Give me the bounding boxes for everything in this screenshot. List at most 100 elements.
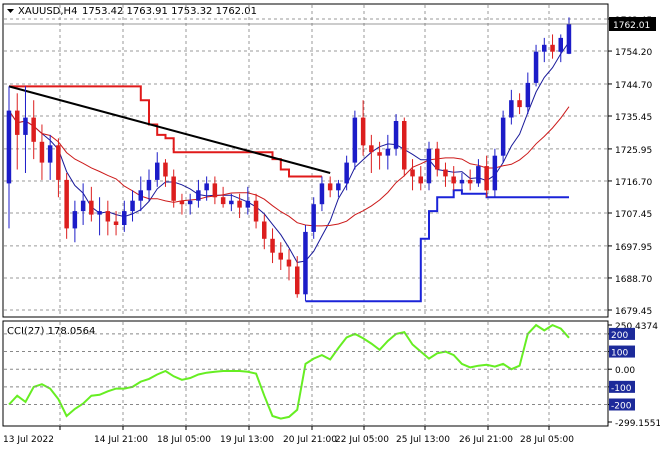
current-price-box xyxy=(609,16,656,31)
candle-body xyxy=(336,183,341,191)
candle-body xyxy=(196,190,201,201)
cci-indicator-label: CCI(27) 178.0564 xyxy=(7,326,95,337)
candle-body xyxy=(80,200,86,212)
candle-body xyxy=(179,200,185,205)
candle xyxy=(303,224,308,302)
candle xyxy=(319,176,325,212)
time-tick-label: 25 Jul 13:00 xyxy=(396,435,450,445)
candle-body xyxy=(187,200,193,205)
candle-body xyxy=(402,121,407,170)
candle-body xyxy=(146,179,152,191)
candle-body xyxy=(23,117,28,135)
candle-body xyxy=(393,121,399,149)
price-tick-label: 1754.20 xyxy=(615,48,652,58)
candle xyxy=(410,159,415,191)
candle xyxy=(89,186,94,222)
candle xyxy=(377,141,382,170)
candle-body xyxy=(476,166,481,184)
candle-body xyxy=(220,197,226,205)
candle xyxy=(492,148,498,198)
collapse-triangle-icon[interactable] xyxy=(7,9,14,13)
candle-body xyxy=(525,82,531,108)
ohlc-values: 1753.42 1763.91 1753.32 1762.01 xyxy=(82,6,257,17)
candle-body xyxy=(122,211,127,225)
candle xyxy=(56,138,61,198)
candle-body xyxy=(270,238,275,253)
candle-body xyxy=(245,200,251,208)
current-price-badge: 1762.01 xyxy=(609,16,656,31)
candle xyxy=(476,159,481,187)
price-tick-label: 1697.95 xyxy=(615,243,652,253)
candle xyxy=(237,193,242,219)
main-chart-frame xyxy=(2,3,609,318)
candle xyxy=(187,193,193,215)
price-axis: 1763.451754.201744.701735.451725.951716.… xyxy=(4,16,656,317)
candle xyxy=(23,86,28,173)
time-tick-label: 28 Jul 05:00 xyxy=(520,435,574,445)
candle xyxy=(500,110,506,163)
candle-body xyxy=(6,110,12,184)
cci-level-text: 200 xyxy=(611,331,628,341)
candle xyxy=(467,169,473,191)
candle xyxy=(451,166,456,191)
candle-body xyxy=(237,200,242,208)
candle xyxy=(278,242,283,270)
candle-body xyxy=(278,252,283,260)
chart-header: XAUUSD,H4 1753.42 1763.91 1753.32 1762.0… xyxy=(7,6,257,17)
candle-body xyxy=(311,204,316,232)
candle xyxy=(566,17,572,55)
candle xyxy=(122,200,127,232)
candle-body xyxy=(410,169,415,177)
candle xyxy=(155,152,160,187)
candle-body xyxy=(171,176,176,201)
candle-body xyxy=(113,221,119,225)
candle xyxy=(435,141,440,177)
candle-body xyxy=(459,179,465,184)
candle xyxy=(418,166,423,191)
candle-body xyxy=(303,231,308,295)
candle-body xyxy=(138,190,143,201)
candle-body xyxy=(533,51,539,83)
candle xyxy=(15,93,20,170)
candle xyxy=(39,124,45,180)
lower-envelope-line xyxy=(305,189,569,303)
cci-level-badge: -200 xyxy=(609,398,635,411)
candle xyxy=(105,200,111,236)
candle-body xyxy=(385,148,391,156)
cci-level-box xyxy=(609,345,635,358)
candle xyxy=(80,183,86,225)
candle xyxy=(204,176,209,201)
candle-body xyxy=(105,211,111,222)
cci-level-text: -200 xyxy=(611,401,632,411)
cci-level-box xyxy=(609,398,635,411)
candle-body xyxy=(451,176,456,184)
candle-body xyxy=(500,117,506,156)
candle xyxy=(31,100,36,160)
candle xyxy=(6,86,12,229)
candle xyxy=(138,176,143,212)
candle-body xyxy=(492,155,498,191)
candle-body xyxy=(426,148,432,184)
candle xyxy=(72,200,78,243)
symbol-label: XAUUSD,H4 xyxy=(18,6,77,17)
price-tick-label: 1744.70 xyxy=(615,81,652,91)
time-tick-label: 19 Jul 13:00 xyxy=(220,435,274,445)
cci-level-badge: 200 xyxy=(609,327,635,341)
candle xyxy=(146,169,152,201)
price-tick-label: 1725.95 xyxy=(615,146,652,156)
candle xyxy=(360,100,366,156)
candle-body xyxy=(467,179,473,184)
cci-series xyxy=(8,323,570,420)
candle xyxy=(163,159,168,187)
candle-body xyxy=(262,221,267,239)
candle xyxy=(459,172,465,194)
candle xyxy=(443,162,448,187)
candle xyxy=(262,214,267,250)
candle-body xyxy=(566,24,572,54)
trendline xyxy=(8,85,331,174)
cci-panel-frame xyxy=(2,320,609,427)
time-tick-label: 14 Jul 21:00 xyxy=(94,435,148,445)
candle xyxy=(369,134,374,173)
